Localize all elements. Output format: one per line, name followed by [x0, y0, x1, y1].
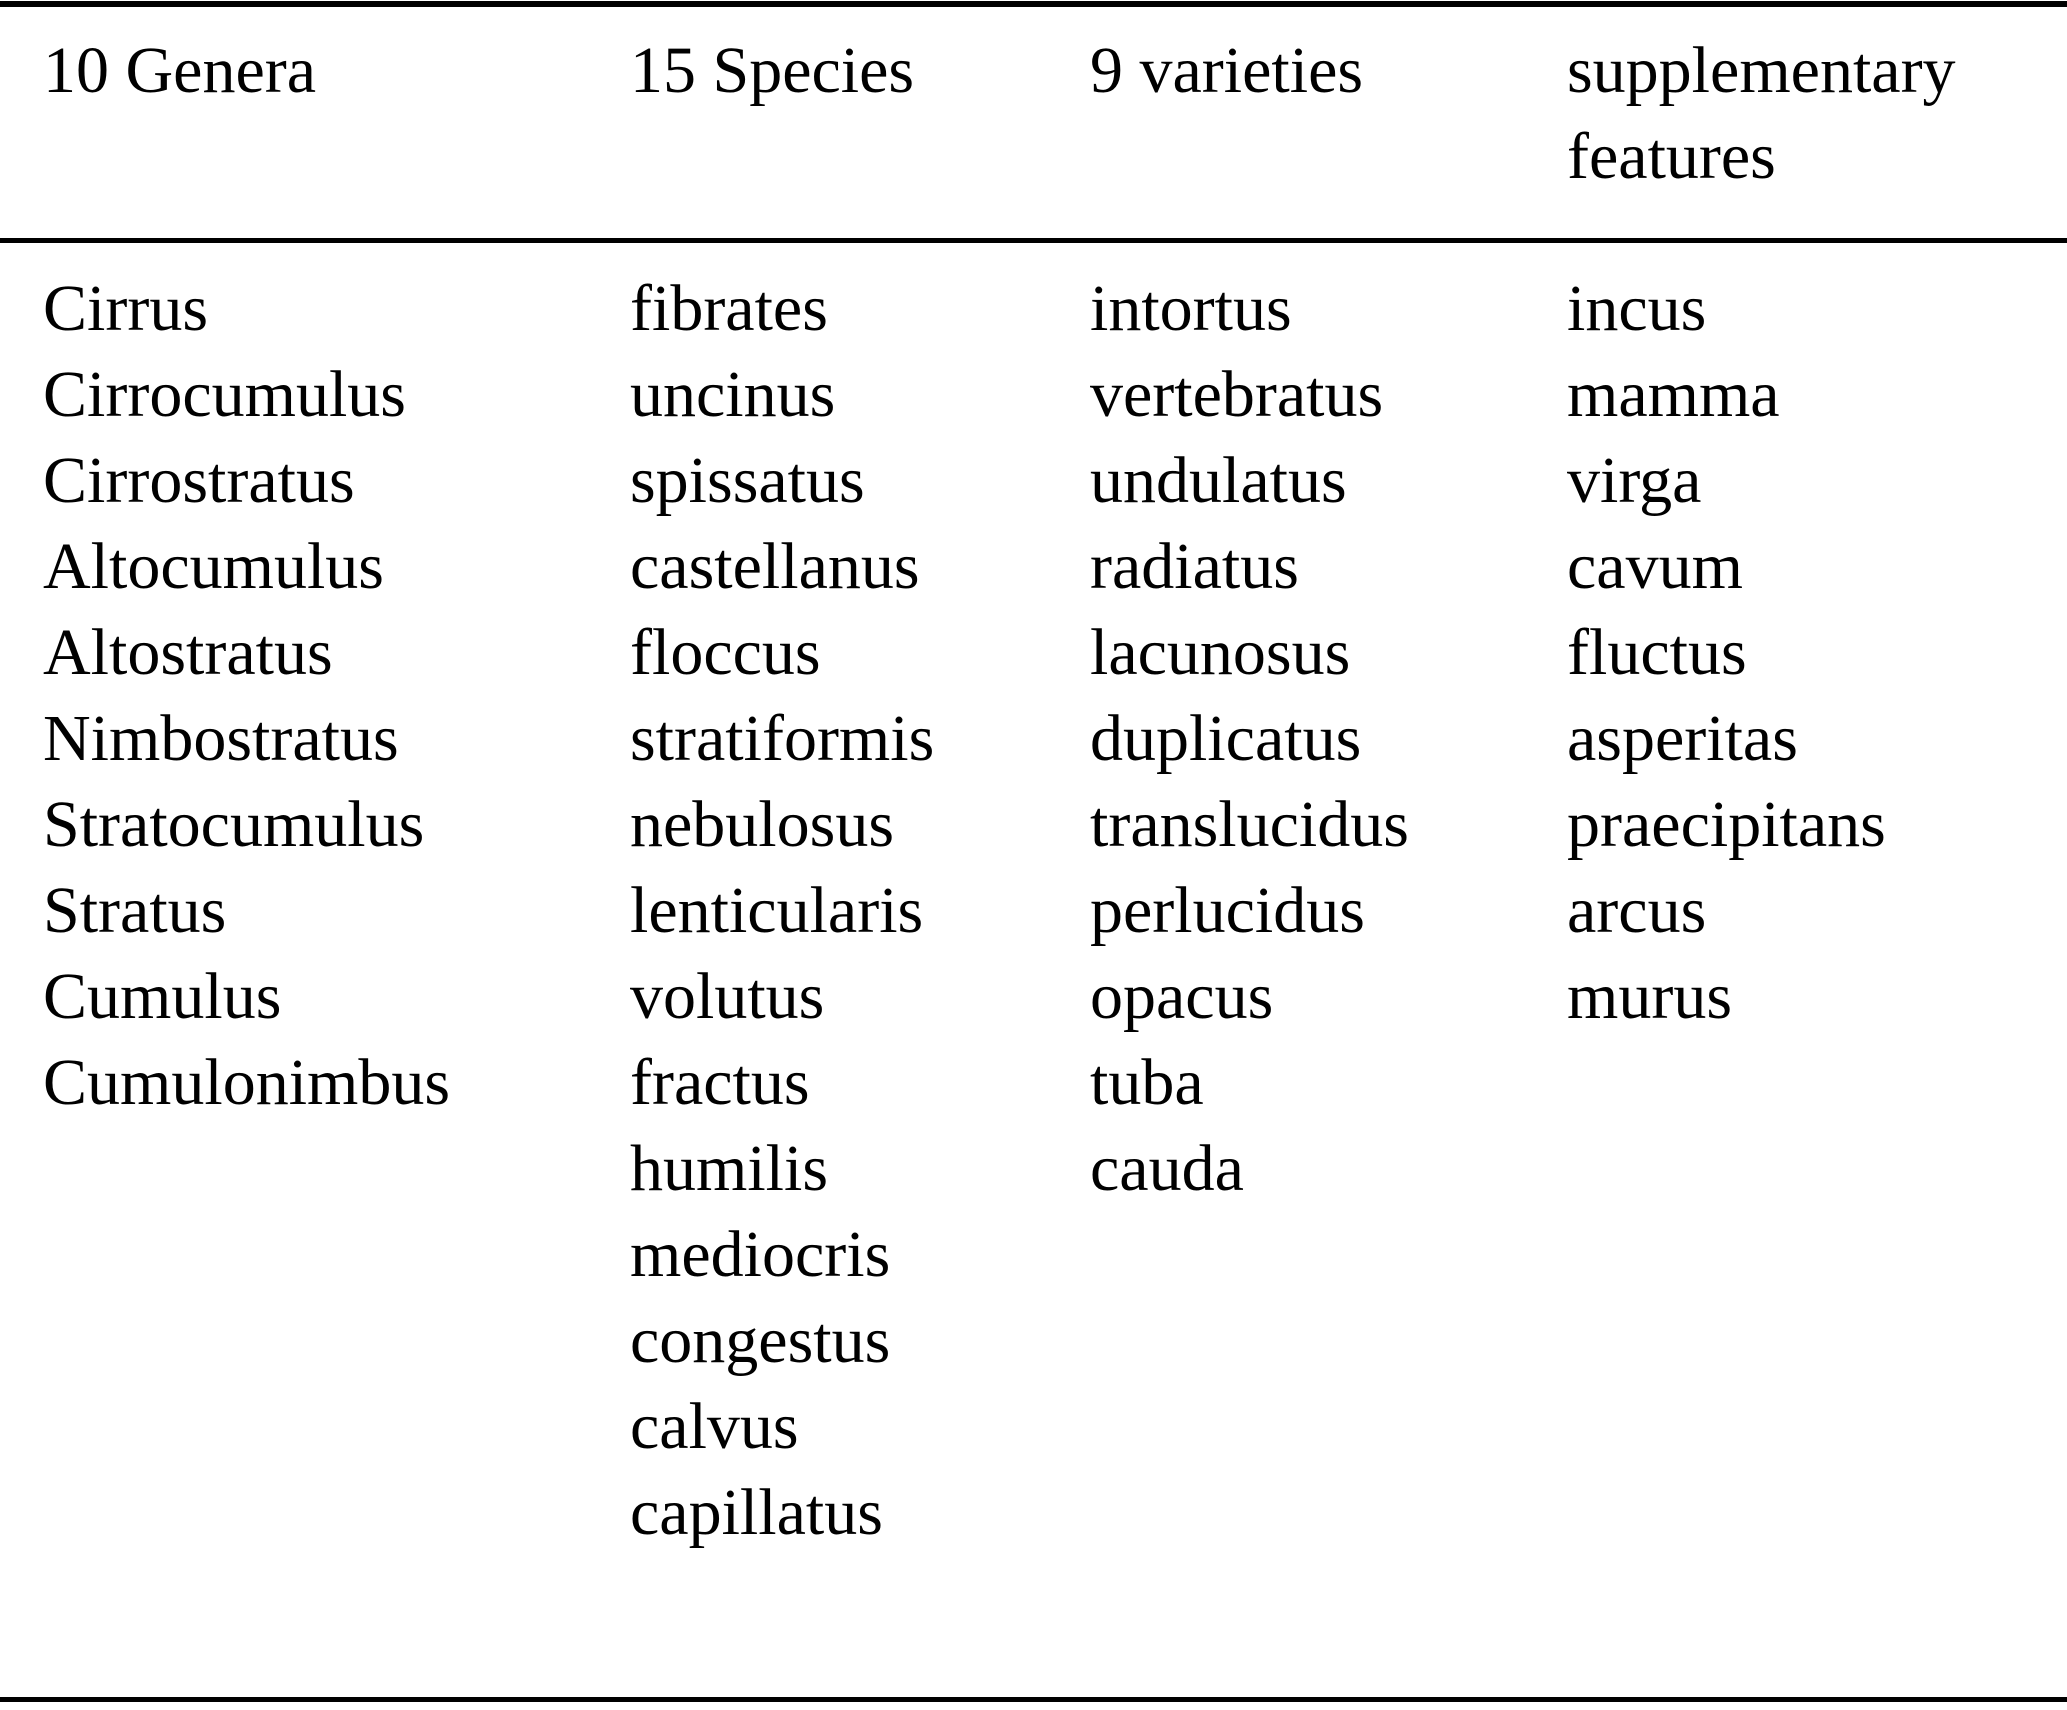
- table-bottom-rule: [0, 1697, 2067, 1702]
- column-genera: Cirrus Cirrocumulus Cirrostratus Altocumulu…: [43, 266, 630, 1556]
- supplementary-feature-cell: asperitas: [1567, 702, 1798, 775]
- species-cell: humilis: [630, 1132, 829, 1205]
- supplementary-feature-cell: praecipitans: [1567, 788, 1886, 861]
- table-header-separator-rule: [0, 238, 2067, 243]
- column-species: fibrates uncinus spissatus castellanus flocc…: [630, 266, 1090, 1556]
- genus-cell: Cumulus: [43, 960, 282, 1033]
- column-header-genera: 10 Genera: [43, 34, 317, 107]
- supplementary-feature-cell: fluctus: [1567, 616, 1747, 689]
- column-header-supplementary-features: supplementary features: [1567, 34, 1956, 193]
- variety-cell: cauda: [1090, 1132, 1244, 1205]
- genus-cell: Nimbostratus: [43, 702, 399, 775]
- species-cell: stratiformis: [630, 702, 935, 775]
- variety-cell: radiatus: [1090, 530, 1299, 603]
- supplementary-feature-cell: murus: [1567, 960, 1732, 1033]
- species-cell: mediocris: [630, 1218, 891, 1291]
- species-cell: capillatus: [630, 1476, 883, 1549]
- species-cell: calvus: [630, 1390, 799, 1463]
- variety-cell: perlucidus: [1090, 874, 1365, 947]
- genus-cell: Stratocumulus: [43, 788, 425, 861]
- species-cell: fractus: [630, 1046, 810, 1119]
- column-supplementary-features: incus mamma virga cavum fluctus asperitas prae…: [1567, 266, 2067, 1556]
- genus-cell: Altocumulus: [43, 530, 384, 603]
- genus-cell: Stratus: [43, 874, 227, 947]
- species-cell: lenticularis: [630, 874, 924, 947]
- species-cell: congestus: [630, 1304, 891, 1377]
- table-top-rule: [0, 1, 2067, 7]
- genus-cell: Cirrocumulus: [43, 358, 406, 431]
- species-cell: nebulosus: [630, 788, 894, 861]
- table-body: Cirrus Cirrocumulus Cirrostratus Altocumulu…: [43, 266, 2067, 1556]
- variety-cell: intortus: [1090, 272, 1292, 345]
- species-cell: spissatus: [630, 444, 865, 517]
- species-cell: floccus: [630, 616, 821, 689]
- variety-cell: opacus: [1090, 960, 1274, 1033]
- variety-cell: tuba: [1090, 1046, 1204, 1119]
- column-varieties: intortus vertebratus undulatus radiatus lacu…: [1090, 266, 1567, 1556]
- species-cell: fibrates: [630, 272, 828, 345]
- supplementary-feature-cell: incus: [1567, 272, 1707, 345]
- table-header-row: 10 Genera 15 Species 9 varieties supplem…: [43, 28, 2067, 200]
- supplementary-feature-cell: virga: [1567, 444, 1702, 517]
- genus-cell: Cirrus: [43, 272, 208, 345]
- genus-cell: Cumulonimbus: [43, 1046, 451, 1119]
- species-cell: volutus: [630, 960, 825, 1033]
- supplementary-feature-cell: mamma: [1567, 358, 1780, 431]
- variety-cell: duplicatus: [1090, 702, 1362, 775]
- column-header-species: 15 Species: [630, 34, 915, 107]
- supplementary-feature-cell: arcus: [1567, 874, 1707, 947]
- variety-cell: translucidus: [1090, 788, 1409, 861]
- species-cell: castellanus: [630, 530, 920, 603]
- species-cell: uncinus: [630, 358, 836, 431]
- variety-cell: lacunosus: [1090, 616, 1351, 689]
- genus-cell: Cirrostratus: [43, 444, 355, 517]
- column-header-varieties: 9 varieties: [1090, 34, 1364, 107]
- supplementary-feature-cell: cavum: [1567, 530, 1743, 603]
- genus-cell: Altostratus: [43, 616, 333, 689]
- variety-cell: undulatus: [1090, 444, 1347, 517]
- variety-cell: vertebratus: [1090, 358, 1384, 431]
